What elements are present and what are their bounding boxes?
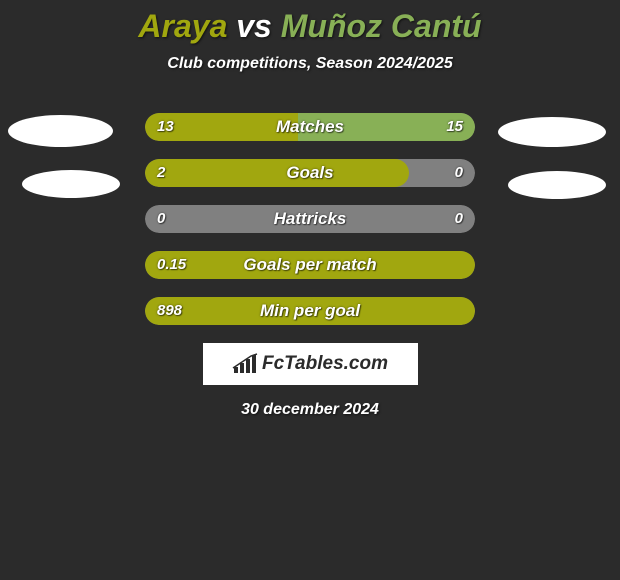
stat-row-goals: 2 0 Goals xyxy=(145,159,475,187)
title-player1: Araya xyxy=(138,8,227,44)
bar-label: Goals per match xyxy=(243,251,376,279)
bar-fill-left xyxy=(145,159,409,187)
bar-value-right: 0 xyxy=(455,159,463,187)
bar-label: Matches xyxy=(276,113,344,141)
bar-label: Goals xyxy=(286,159,333,187)
bar-value-left: 13 xyxy=(157,113,174,141)
stat-row-goals-per-match: 0.15 Goals per match xyxy=(145,251,475,279)
bar-value-right: 0 xyxy=(455,205,463,233)
stat-row-hattricks: 0 0 Hattricks xyxy=(145,205,475,233)
logo-box: FcTables.com xyxy=(203,343,418,385)
bar-value-right: 15 xyxy=(446,113,463,141)
bar-value-left: 2 xyxy=(157,159,165,187)
player-photo-placeholder-left-2 xyxy=(22,170,120,198)
chart-area: 13 15 Matches 2 0 Goals 0 0 Hattricks 0.15 Goals p… xyxy=(0,113,620,419)
bar-value-left: 898 xyxy=(157,297,182,325)
footer-date: 30 december 2024 xyxy=(0,401,620,419)
title-player2: Muñoz Cantú xyxy=(281,8,482,44)
bar-label: Hattricks xyxy=(274,205,347,233)
title-vs: vs xyxy=(227,8,280,44)
player-photo-placeholder-right-2 xyxy=(508,171,606,199)
page-title: Araya vs Muñoz Cantú xyxy=(0,0,620,45)
stat-row-min-per-goal: 898 Min per goal xyxy=(145,297,475,325)
bar-value-left: 0 xyxy=(157,205,165,233)
player-photo-placeholder-right-1 xyxy=(498,117,606,147)
stat-bars: 13 15 Matches 2 0 Goals 0 0 Hattricks 0.15 Goals p… xyxy=(145,113,475,325)
subtitle: Club competitions, Season 2024/2025 xyxy=(0,55,620,73)
stat-row-matches: 13 15 Matches xyxy=(145,113,475,141)
player-photo-placeholder-left-1 xyxy=(8,115,113,147)
logo-text: FcTables.com xyxy=(262,353,388,375)
bar-label: Min per goal xyxy=(260,297,360,325)
bar-chart-icon xyxy=(232,353,258,375)
bar-value-left: 0.15 xyxy=(157,251,186,279)
